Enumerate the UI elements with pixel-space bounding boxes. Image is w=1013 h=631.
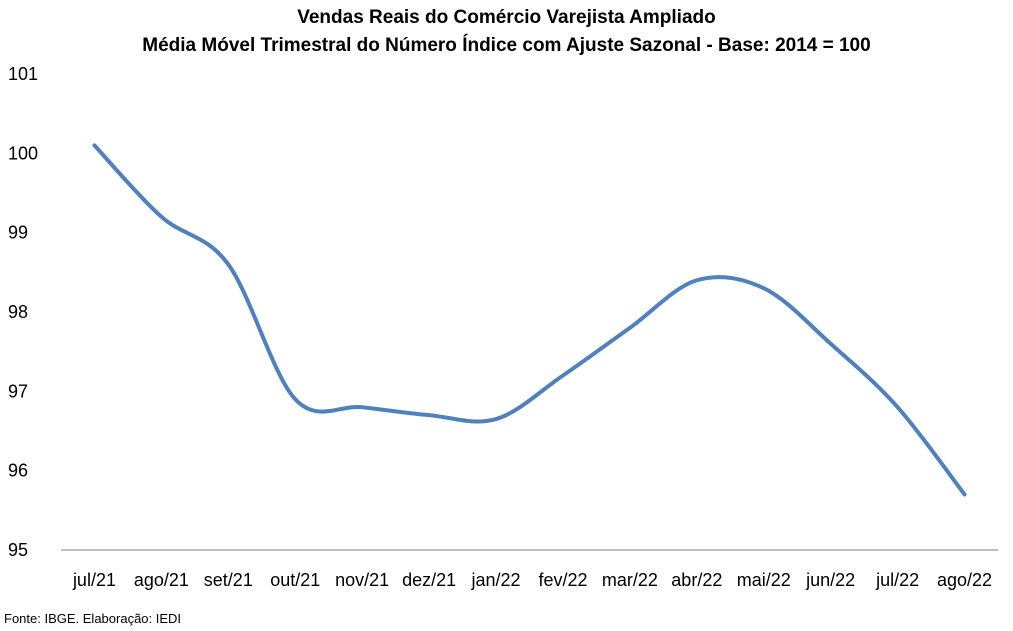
data-point bbox=[226, 262, 230, 266]
x-tick-label: abr/22 bbox=[671, 570, 722, 590]
x-tick-label: mar/22 bbox=[602, 570, 658, 590]
data-point bbox=[896, 405, 900, 409]
x-tick-label: jul/21 bbox=[72, 570, 116, 590]
data-point bbox=[963, 492, 967, 496]
data-point bbox=[695, 278, 699, 282]
x-tick-label: out/21 bbox=[270, 570, 320, 590]
data-point bbox=[829, 342, 833, 346]
x-tick-label: fev/22 bbox=[538, 570, 587, 590]
data-point bbox=[159, 215, 163, 219]
series-layer bbox=[92, 143, 967, 497]
chart-title: Vendas Reais do Comércio Varejista Ampli… bbox=[297, 7, 716, 28]
data-point bbox=[92, 143, 96, 147]
series-line-0 bbox=[92, 143, 967, 497]
source-note: Fonte: IBGE. Elaboração: IEDI bbox=[4, 611, 182, 626]
data-point bbox=[494, 417, 498, 421]
y-tick-label: 98 bbox=[8, 302, 28, 322]
axes: 95 96 97 98 99 100 101 jul/21 ago/21 set/21 out/21… bbox=[8, 64, 998, 590]
x-tick-label: jan/22 bbox=[471, 570, 521, 590]
y-tick-label: 97 bbox=[8, 381, 28, 401]
x-tick-label: set/21 bbox=[204, 570, 253, 590]
data-point bbox=[293, 397, 297, 401]
y-tick-label: 100 bbox=[8, 143, 38, 163]
data-point bbox=[762, 286, 766, 290]
y-tick-label: 99 bbox=[8, 223, 28, 243]
data-point bbox=[561, 373, 565, 377]
data-point bbox=[360, 405, 364, 409]
x-tick-label: ago/22 bbox=[937, 570, 992, 590]
x-tick-label: dez/21 bbox=[402, 570, 456, 590]
x-tick-label: mai/22 bbox=[737, 570, 791, 590]
x-tick-label: ago/21 bbox=[134, 570, 189, 590]
data-point bbox=[628, 326, 632, 330]
y-tick-label: 96 bbox=[8, 461, 28, 481]
chart-subtitle: Média Móvel Trimestral do Número Índice … bbox=[142, 35, 871, 56]
y-tick-label: 95 bbox=[8, 540, 28, 560]
y-tick-label: 101 bbox=[8, 64, 38, 84]
x-tick-label: nov/21 bbox=[335, 570, 389, 590]
x-tick-label: jun/22 bbox=[805, 570, 855, 590]
data-point bbox=[427, 413, 431, 417]
x-tick-label: jul/22 bbox=[875, 570, 919, 590]
